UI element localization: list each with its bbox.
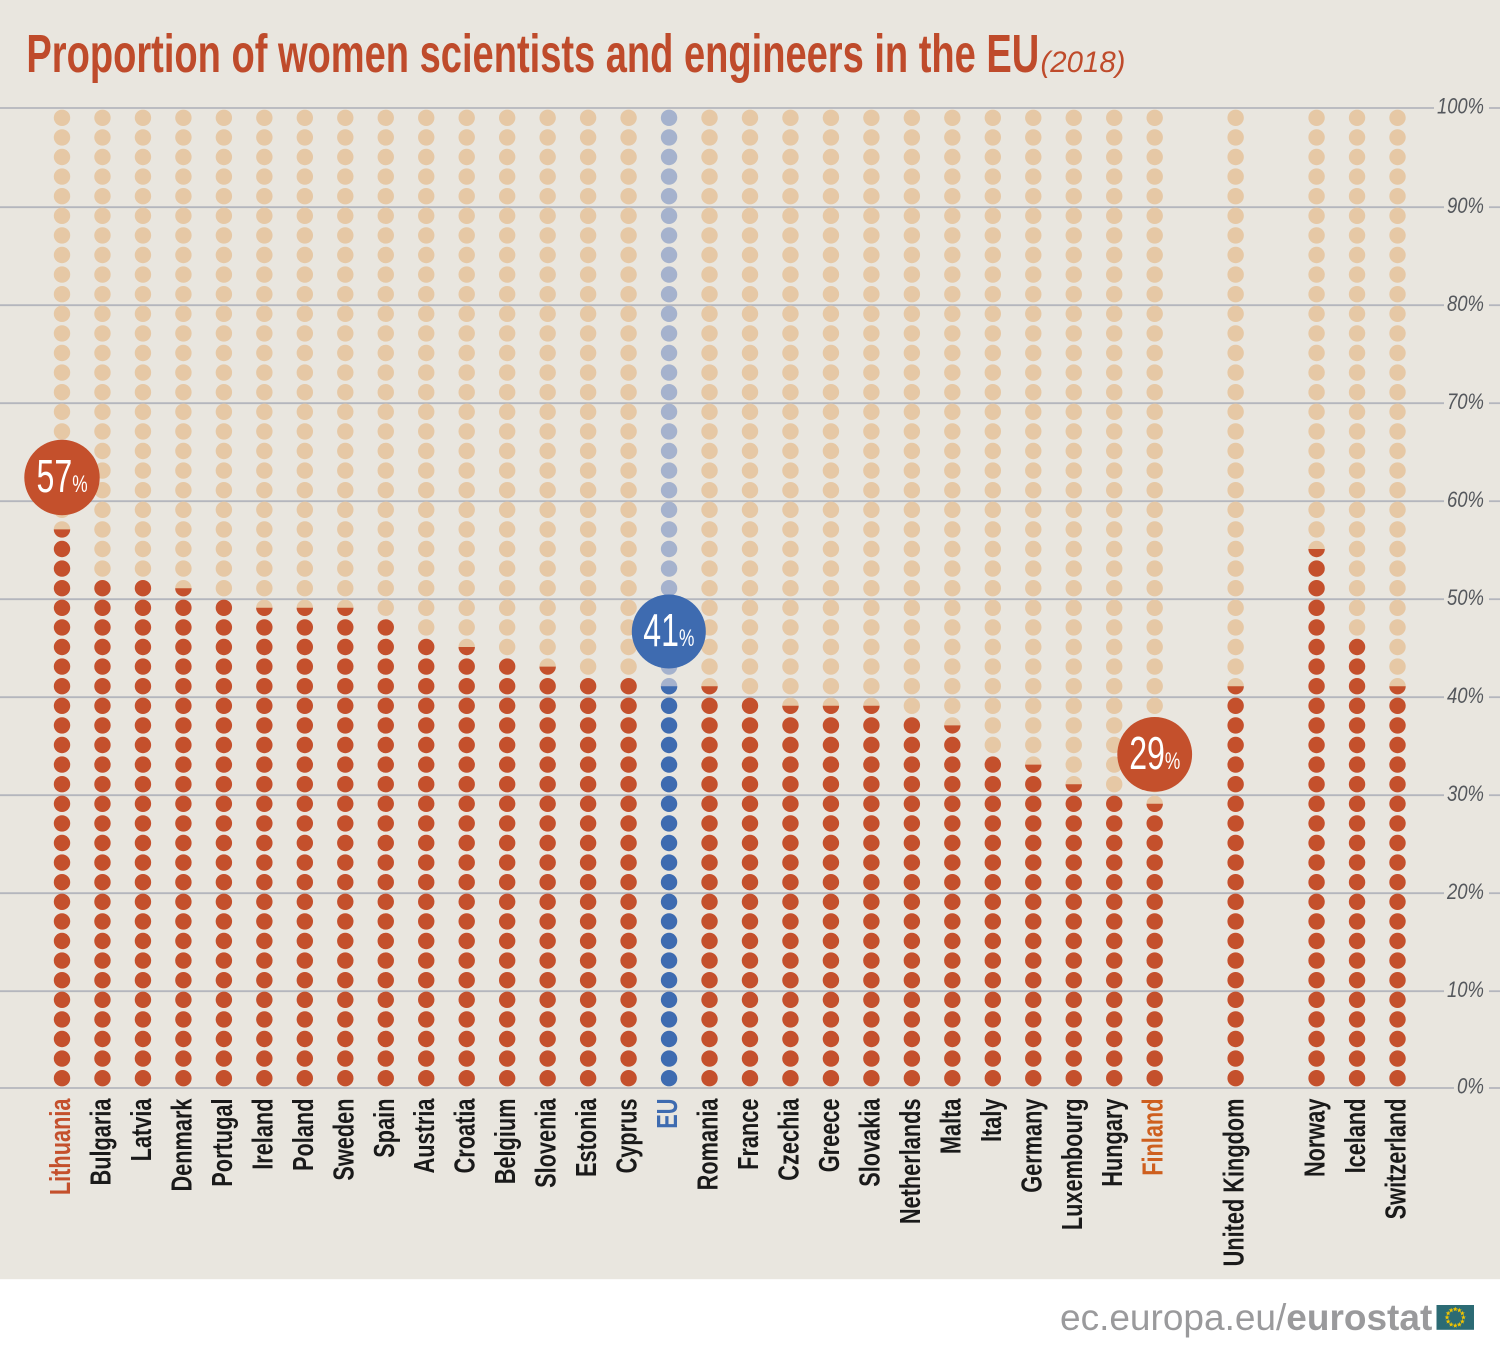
svg-text:Germany: Germany [1016, 1098, 1048, 1193]
svg-text:Poland: Poland [288, 1099, 320, 1171]
svg-text:Finland: Finland [1138, 1099, 1170, 1176]
svg-text:Portugal: Portugal [207, 1099, 239, 1187]
svg-text:Ireland: Ireland [247, 1099, 279, 1170]
svg-text:%: % [72, 471, 87, 498]
svg-text:Lithuania: Lithuania [45, 1098, 77, 1195]
svg-text:100%: 100% [1437, 94, 1484, 119]
svg-text:France: France [733, 1099, 765, 1170]
svg-text:40%: 40% [1447, 683, 1484, 708]
svg-text:Croatia: Croatia [450, 1098, 482, 1174]
svg-text:Proportion of women scientists: Proportion of women scientists and engin… [26, 23, 1039, 83]
svg-text:29: 29 [1129, 727, 1165, 779]
svg-text:EU: EU [652, 1099, 684, 1129]
svg-text:Luxembourg: Luxembourg [1057, 1099, 1089, 1231]
svg-text:0%: 0% [1457, 1074, 1484, 1099]
svg-text:ec.europa.eu/eurostat: ec.europa.eu/eurostat [1060, 1297, 1432, 1338]
svg-text:Sweden: Sweden [328, 1099, 360, 1181]
svg-text:Netherlands: Netherlands [895, 1099, 927, 1225]
svg-text:30%: 30% [1447, 781, 1484, 806]
svg-text:Italy: Italy [976, 1098, 1008, 1142]
svg-text:70%: 70% [1447, 389, 1484, 414]
svg-text:Romania: Romania [693, 1098, 725, 1190]
svg-text:Hungary: Hungary [1097, 1098, 1129, 1187]
svg-text:Switzerland: Switzerland [1381, 1099, 1413, 1220]
svg-text:41: 41 [643, 604, 679, 656]
svg-text:60%: 60% [1447, 487, 1484, 512]
svg-text:20%: 20% [1446, 879, 1484, 904]
svg-text:Norway: Norway [1300, 1098, 1332, 1177]
svg-text:%: % [1165, 748, 1180, 775]
svg-text:Belgium: Belgium [490, 1099, 522, 1185]
svg-text:Latvia: Latvia [126, 1098, 158, 1161]
svg-text:Bulgaria: Bulgaria [86, 1098, 118, 1186]
svg-text:Estonia: Estonia [571, 1098, 603, 1177]
svg-text:(2018): (2018) [1041, 46, 1126, 79]
svg-text:United Kingdom: United Kingdom [1219, 1099, 1251, 1267]
svg-text:Cyprus: Cyprus [612, 1099, 644, 1174]
svg-text:Slovenia: Slovenia [531, 1098, 563, 1188]
svg-text:Greece: Greece [814, 1099, 846, 1173]
svg-text:10%: 10% [1447, 977, 1484, 1002]
svg-text:Slovakia: Slovakia [855, 1098, 887, 1187]
svg-text:Czechia: Czechia [774, 1098, 806, 1181]
svg-text:90%: 90% [1447, 193, 1484, 218]
svg-text:Iceland: Iceland [1340, 1099, 1372, 1174]
svg-text:50%: 50% [1447, 585, 1484, 610]
svg-text:57: 57 [37, 450, 73, 502]
svg-text:Spain: Spain [369, 1099, 401, 1158]
svg-text:Denmark: Denmark [167, 1098, 199, 1192]
svg-text:Malta: Malta [935, 1098, 967, 1154]
svg-text:%: % [679, 625, 694, 652]
svg-text:Austria: Austria [409, 1098, 441, 1174]
svg-text:80%: 80% [1447, 291, 1484, 316]
